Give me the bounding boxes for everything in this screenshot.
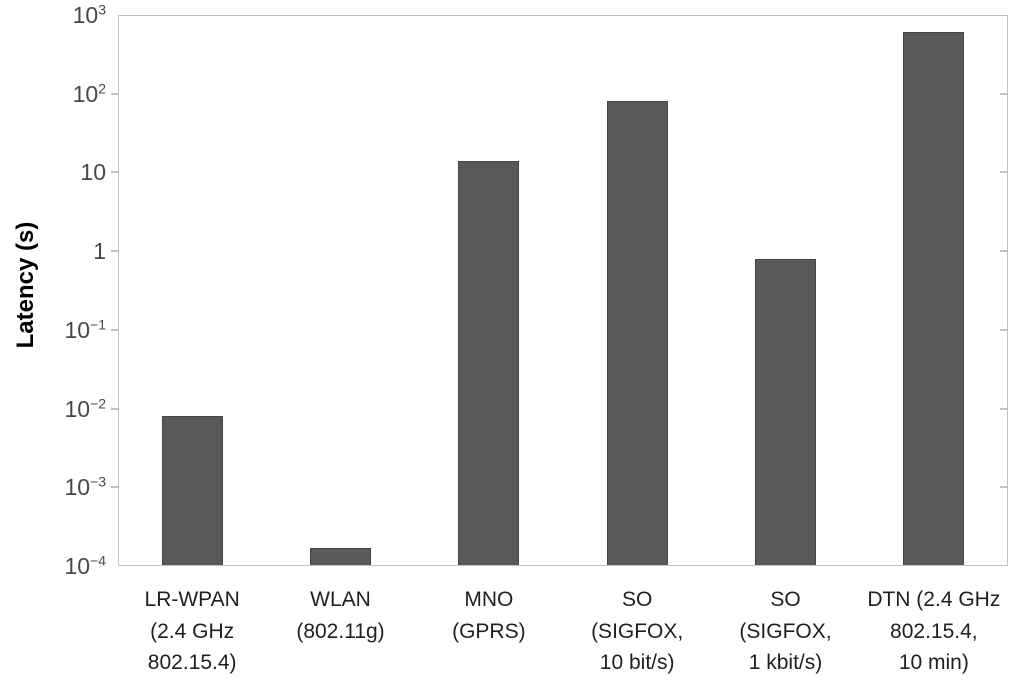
- y-tick-label: 10−1: [64, 316, 106, 343]
- bar-lr-wpan: [161, 416, 223, 565]
- x-tick-label-line: 1 kbit/s): [748, 651, 823, 674]
- x-tick-label-line: 802.15.4,: [890, 619, 978, 643]
- y-tick-label: 103: [72, 1, 106, 28]
- y-tick-label: 10−2: [64, 394, 106, 422]
- y-axis-title: Latency (s): [12, 221, 39, 349]
- bar-mno: [458, 160, 520, 565]
- y-tick-mark-left: [111, 92, 118, 95]
- x-tick-label: MNO (GPRS): [410, 584, 568, 647]
- x-tick-label: SO (SIGFOX, 10 bit/s): [558, 584, 716, 679]
- y-tick-label: 10−4: [64, 552, 106, 579]
- x-tick-label-line: (GPRS): [452, 619, 526, 643]
- y-tick-mark-left: [111, 407, 118, 410]
- bar-so: [606, 101, 668, 565]
- bar-dtn: [903, 32, 965, 565]
- x-tick-label: WLAN (802.11g): [262, 584, 420, 647]
- y-tick-mark-right: [999, 407, 1007, 410]
- y-tick-mark-right: [999, 250, 1007, 253]
- y-tick-mark-left: [111, 171, 118, 174]
- x-tick-label-line: 802.15.4): [147, 651, 237, 674]
- bar-so: [755, 258, 816, 565]
- x-tick-label-line: 10 min): [898, 651, 969, 674]
- bar-wlan: [310, 547, 371, 565]
- y-tick-mark-left: [111, 328, 118, 331]
- x-tick-label-line: (SIGFOX,: [591, 619, 684, 643]
- plot-area: [118, 15, 1008, 566]
- y-tick-mark-left: [111, 486, 118, 489]
- x-tick-label: LR-WPAN (2.4 GHz 802.15.4): [113, 584, 271, 679]
- y-tick-label: 1: [93, 238, 106, 265]
- y-tick-mark-left: [111, 250, 118, 253]
- x-tick-label-line: (802.11g): [296, 619, 385, 643]
- x-tick-label-line: DTN (2.4 GHz: [867, 588, 1001, 611]
- x-tick-label-line: MNO: [464, 588, 514, 611]
- x-tick-label-line: LR-WPAN: [144, 588, 240, 611]
- x-tick-label: DTN (2.4 GHz 802.15.4, 10 min): [855, 584, 1013, 679]
- y-tick-label: 10: [80, 159, 106, 186]
- y-tick-mark-right: [999, 486, 1007, 489]
- x-tick-label-line: (2.4 GHz: [150, 619, 235, 643]
- x-tick-label-line: SO: [621, 588, 653, 611]
- x-tick-label-line: 10 bit/s): [599, 651, 675, 674]
- y-tick-mark-right: [999, 328, 1007, 331]
- y-tick-mark-right: [999, 171, 1007, 174]
- x-tick-label: SO (SIGFOX, 1 kbit/s): [707, 584, 865, 679]
- y-tick-label: 10−3: [64, 473, 106, 501]
- x-tick-label-line: SO: [770, 588, 801, 611]
- x-tick-label-line: (SIGFOX,: [739, 619, 832, 643]
- y-tick-mark-right: [999, 92, 1007, 95]
- x-tick-label-line: WLAN: [310, 588, 371, 611]
- y-tick-label: 102: [72, 80, 106, 107]
